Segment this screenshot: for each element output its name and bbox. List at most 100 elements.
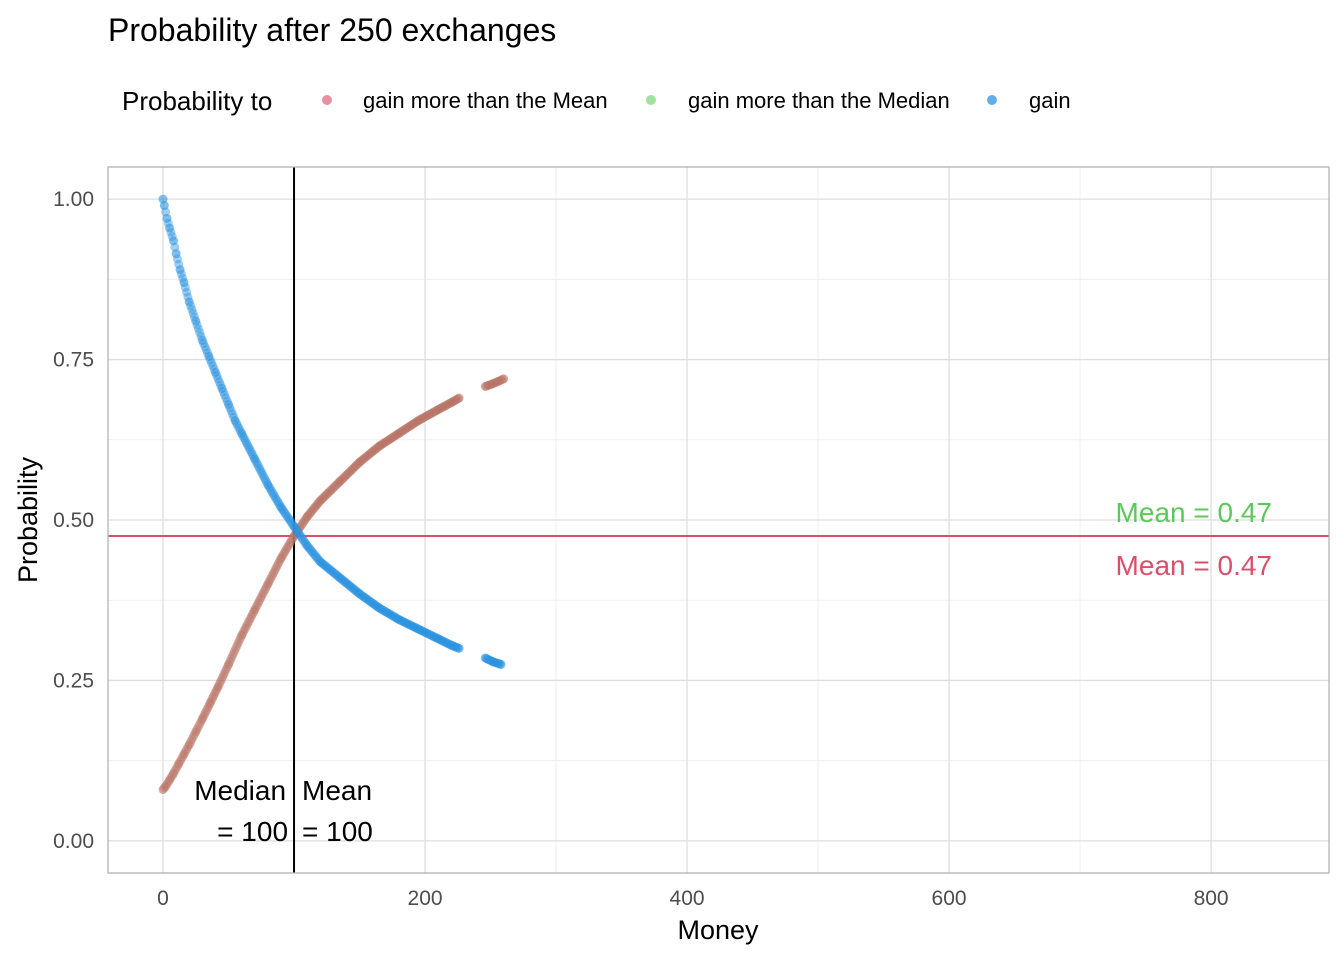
mean-point — [398, 426, 408, 436]
mean-point — [425, 409, 435, 419]
gain-point — [233, 421, 243, 431]
gain-point — [339, 576, 349, 586]
gain-point — [342, 579, 352, 589]
mean-point — [426, 409, 436, 419]
mean-point — [454, 393, 464, 403]
gain-point — [204, 351, 214, 361]
gain-point — [426, 630, 436, 640]
gain-point — [438, 636, 448, 646]
gain-point — [364, 596, 374, 606]
mean-point — [257, 591, 267, 601]
gain-point — [263, 480, 273, 490]
gain-point — [436, 635, 446, 645]
mean-point — [366, 448, 376, 458]
gain-point — [276, 502, 286, 512]
mean-point — [297, 519, 307, 529]
legend-title: Probability to — [122, 86, 272, 116]
mean-green-label: Mean = 0.47 — [1116, 497, 1272, 528]
mean-point — [400, 424, 410, 434]
mean-point — [348, 463, 358, 473]
x-tick-label: 800 — [1194, 887, 1229, 910]
mean-point — [233, 638, 243, 648]
mean-point — [205, 698, 215, 708]
gain-point — [257, 468, 267, 478]
gain-point — [284, 514, 294, 524]
gain-point — [245, 445, 255, 455]
gain-point — [337, 575, 347, 585]
mean-point — [284, 539, 294, 549]
mean-point — [224, 659, 234, 669]
gain-point — [220, 390, 230, 400]
legend-marker — [322, 95, 332, 105]
mean-point — [368, 446, 378, 456]
gain-point — [294, 528, 304, 538]
gain-point — [180, 282, 190, 292]
gain-point — [380, 607, 390, 617]
mean-point — [358, 454, 368, 464]
mean-point — [200, 709, 210, 719]
gain-point — [309, 549, 319, 559]
gain-point — [420, 627, 430, 637]
annotations: Median = 100 Mean = 100 Mean = 0.47 Mean = 0.… — [194, 497, 1272, 847]
plot-area — [107, 166, 1330, 874]
gain-point — [395, 615, 405, 625]
mean-point — [237, 631, 247, 641]
gain-point — [281, 509, 291, 519]
gain-point — [326, 566, 336, 576]
gain-point — [454, 643, 464, 653]
mean-point — [439, 401, 449, 411]
mean-point — [184, 740, 194, 750]
gain-point — [336, 574, 346, 584]
gain-point — [308, 548, 318, 558]
mean-point — [380, 437, 390, 447]
legend-label: gain — [1029, 88, 1071, 113]
gain-point — [264, 482, 274, 492]
mean-point — [347, 464, 357, 474]
mean-point — [486, 380, 496, 390]
mean-point — [268, 570, 278, 580]
gain-point — [210, 367, 220, 377]
gain-point — [361, 593, 371, 603]
gain-point — [315, 557, 325, 567]
gain-point — [179, 278, 189, 288]
mean-point — [318, 493, 328, 503]
gain-point — [166, 227, 176, 237]
gain-point — [303, 542, 313, 552]
gain-point — [374, 603, 384, 613]
x-tick-label: 600 — [932, 887, 967, 910]
mean-point — [250, 605, 260, 615]
mean-point — [375, 440, 385, 450]
mean-point — [253, 598, 263, 608]
mean-point — [401, 424, 411, 434]
mean-point — [229, 646, 239, 656]
mean-point — [499, 374, 509, 384]
mean-point — [309, 503, 319, 513]
mean-point — [276, 554, 286, 564]
mean-point — [416, 414, 426, 424]
gain-point — [206, 358, 216, 368]
gain-point — [422, 628, 432, 638]
gain-point — [325, 565, 335, 575]
mean-point — [256, 593, 266, 603]
mean-point — [282, 543, 292, 553]
mean-point — [378, 439, 388, 449]
mean-point — [324, 487, 334, 497]
gain-point — [295, 530, 305, 540]
gain-point — [447, 641, 457, 651]
gain-point — [343, 580, 353, 590]
gain-point — [199, 339, 209, 348]
mean-point — [306, 507, 316, 517]
gain-point — [358, 591, 368, 601]
gain-point — [439, 637, 449, 647]
gain-point — [283, 513, 293, 523]
gain-point — [366, 597, 376, 607]
mean-point — [385, 434, 395, 444]
gain-point — [321, 562, 331, 572]
mean-point — [335, 476, 345, 486]
x-tick-label: 400 — [670, 887, 705, 910]
gain-point — [237, 428, 247, 438]
gain-point — [290, 523, 300, 533]
mean-point — [254, 596, 264, 606]
mean-point — [420, 412, 430, 422]
